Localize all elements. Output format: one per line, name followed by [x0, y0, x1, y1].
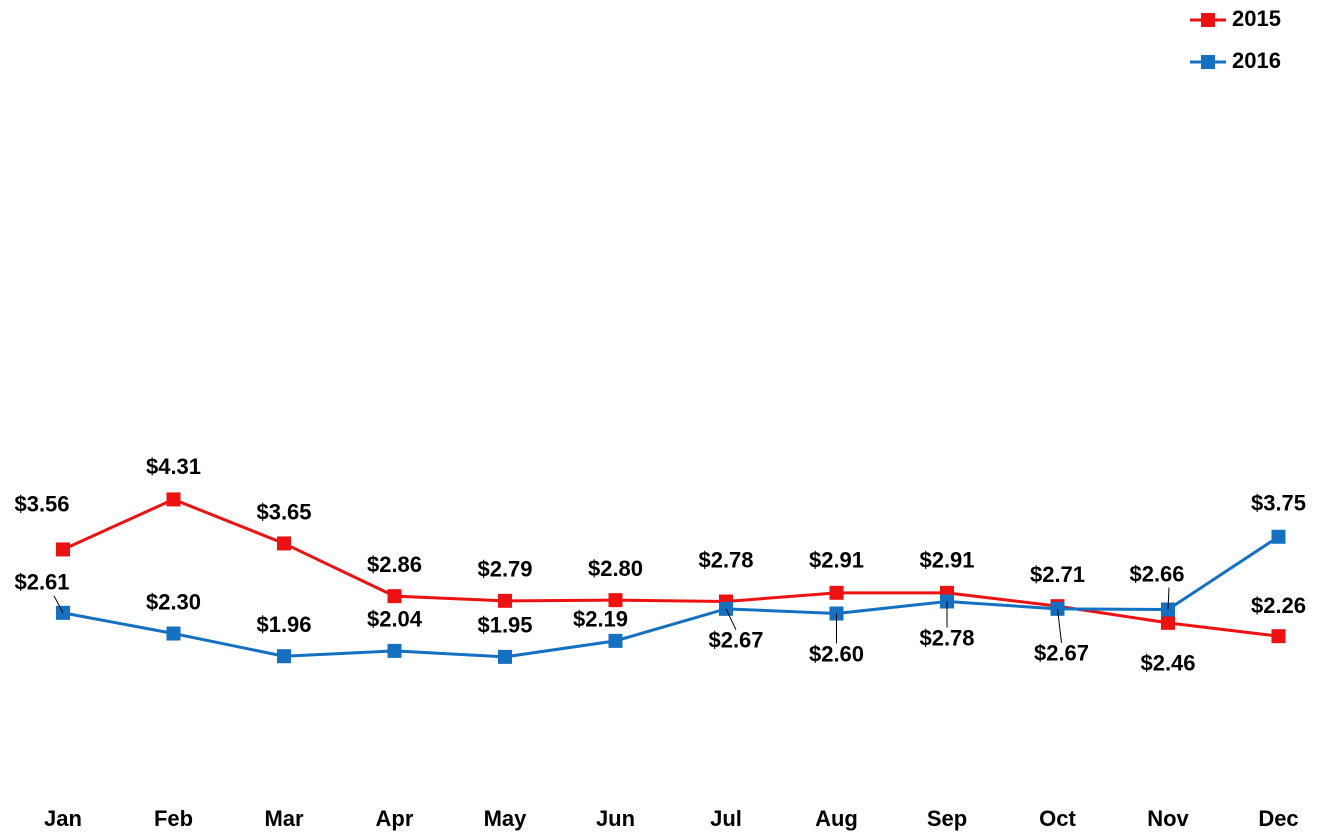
point-marker	[277, 536, 291, 551]
point-marker	[1271, 529, 1286, 544]
data-label: $2.80	[588, 556, 643, 581]
point-marker	[498, 593, 512, 608]
leader-line	[1057, 608, 1062, 643]
legend-marker	[1201, 55, 1215, 69]
series-line	[62, 535, 1280, 659]
data-label: $2.67	[1034, 641, 1089, 666]
legend-label: 2015	[1232, 6, 1281, 31]
leader-line	[725, 608, 737, 631]
point-marker	[1271, 629, 1286, 644]
data-label: $2.67	[708, 628, 763, 653]
data-label: $2.71	[1030, 562, 1085, 587]
series-line	[62, 497, 1279, 638]
data-label: $2.78	[698, 547, 753, 572]
point-marker	[166, 626, 181, 641]
x-tick-label: Sep	[927, 806, 967, 831]
point-marker	[608, 593, 623, 608]
data-label: $2.46	[1140, 651, 1195, 676]
x-tick-label: Apr	[376, 806, 414, 831]
x-tick-label: Dec	[1258, 806, 1298, 831]
data-label: $3.56	[14, 491, 69, 516]
x-tick-label: Jul	[710, 806, 742, 831]
data-label: $3.65	[256, 499, 311, 524]
data-label: $3.75	[1251, 491, 1306, 516]
data-label: $2.78	[919, 625, 974, 650]
x-tick-label: May	[484, 806, 528, 831]
leader-line	[1167, 587, 1170, 610]
data-label: $2.66	[1129, 561, 1184, 586]
x-tick-label: Jan	[44, 806, 82, 831]
data-label: $1.96	[256, 612, 311, 637]
point-marker	[498, 649, 512, 664]
point-marker	[387, 589, 402, 604]
data-label: $2.19	[573, 607, 628, 632]
data-label: $1.95	[477, 613, 532, 638]
x-tick-label: Feb	[154, 806, 193, 831]
data-label: $2.30	[146, 589, 201, 614]
data-label: $2.91	[919, 548, 974, 573]
data-label: $2.60	[809, 641, 864, 666]
data-label: $2.79	[477, 557, 532, 582]
x-tick-label: Oct	[1039, 806, 1076, 831]
point-marker	[166, 492, 181, 507]
point-marker	[1161, 615, 1175, 630]
data-label: $2.91	[809, 548, 864, 573]
point-marker	[829, 585, 844, 600]
point-marker	[608, 633, 623, 648]
point-marker	[387, 643, 402, 658]
data-label: $2.86	[367, 552, 422, 577]
data-label: $2.26	[1251, 593, 1306, 618]
x-tick-label: Nov	[1147, 806, 1189, 831]
data-label: $4.31	[146, 454, 201, 479]
leader-line	[53, 595, 64, 614]
x-tick-label: Mar	[264, 806, 304, 831]
x-tick-label: Aug	[815, 806, 858, 831]
data-label: $2.61	[14, 570, 69, 595]
legend-marker	[1201, 13, 1215, 27]
data-label: $2.04	[367, 607, 423, 632]
point-marker	[277, 649, 291, 664]
x-tick-label: Jun	[596, 806, 635, 831]
legend-label: 2016	[1232, 48, 1281, 73]
point-marker	[56, 542, 70, 557]
